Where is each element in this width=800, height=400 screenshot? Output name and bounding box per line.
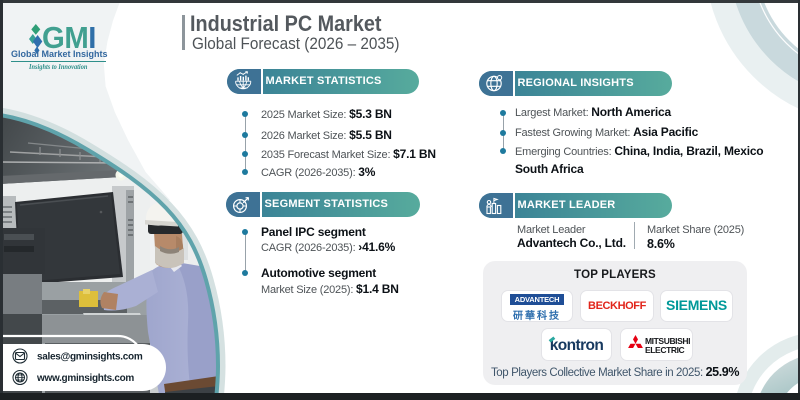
svg-text:www.gminsights.com: www.gminsights.com	[36, 373, 134, 384]
svg-text:sales@gminsights.com: sales@gminsights.com	[37, 352, 143, 363]
